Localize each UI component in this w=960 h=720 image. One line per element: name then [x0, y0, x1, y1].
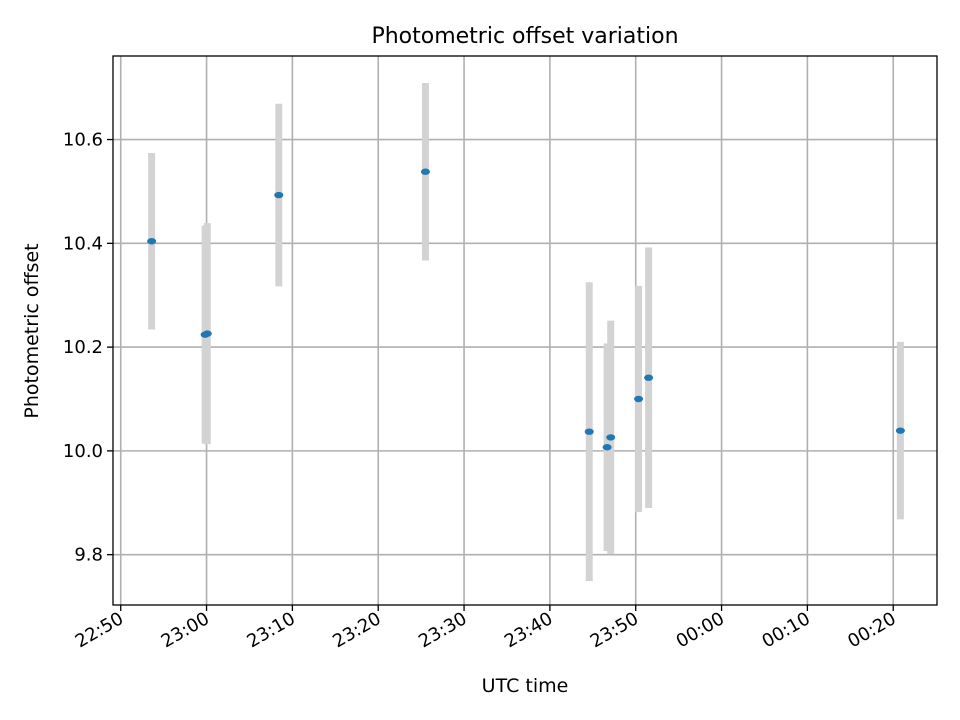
data-point — [602, 444, 612, 451]
y-tick-label: 10.6 — [63, 130, 103, 151]
grid — [113, 56, 937, 605]
x-tick-label: 00:10 — [758, 608, 813, 652]
x-axis-ticks: 22:50 23:00 23:10 23:20 23:30 23:40 23:50 00:00… — [72, 605, 900, 652]
x-tick-label: 23:10 — [243, 608, 298, 652]
x-tick-label: 00:20 — [844, 608, 899, 652]
data-point — [202, 330, 212, 337]
y-tick-label: 10.4 — [63, 233, 103, 254]
data-point — [895, 427, 905, 434]
plot-background — [113, 56, 937, 605]
chart-title: Photometric offset variation — [371, 24, 678, 49]
plot-frame — [112, 55, 938, 606]
x-tick-label: 23:20 — [329, 608, 384, 652]
x-tick-label: 22:50 — [72, 608, 127, 652]
data-points — [147, 168, 905, 451]
x-axis-label: UTC time — [482, 675, 569, 697]
y-tick-label: 9.8 — [74, 545, 103, 566]
x-tick-label: 23:30 — [415, 608, 470, 652]
y-tick-label: 10.0 — [63, 441, 103, 462]
data-point — [147, 238, 157, 245]
y-axis-ticks: 9.8 10.0 10.2 10.4 10.6 — [63, 130, 113, 566]
x-tick-label: 23:40 — [501, 608, 556, 652]
y-axis-label: Photometric offset — [21, 243, 43, 418]
x-tick-label: 23:50 — [587, 608, 642, 652]
data-point — [644, 374, 654, 381]
x-tick-label: 00:00 — [673, 608, 728, 652]
data-point — [634, 395, 644, 403]
data-point — [606, 434, 616, 441]
data-point — [584, 428, 594, 435]
data-point — [420, 168, 430, 175]
y-tick-label: 10.2 — [63, 337, 103, 358]
x-tick-label: 23:00 — [158, 608, 213, 652]
data-point — [274, 191, 284, 199]
